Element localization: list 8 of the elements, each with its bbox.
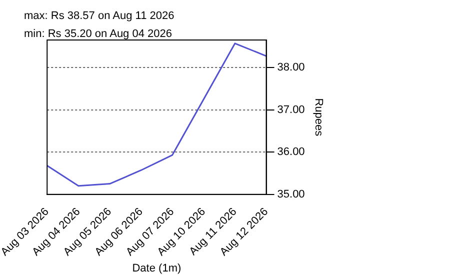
text: min: Rs 35.20 on Aug 04 2026 — [24, 28, 172, 40]
y-tick-label: 38.00 — [277, 62, 305, 74]
x-axis-title: Date (1m) — [132, 262, 182, 274]
y-tick-label: 35.00 — [277, 188, 305, 200]
text: max: Rs 38.57 on Aug 11 2026 — [24, 10, 174, 22]
y-tick-label: 37.00 — [277, 104, 305, 116]
y-axis-title: Rupees — [312, 98, 324, 137]
y-tick-label: 36.00 — [277, 146, 305, 158]
